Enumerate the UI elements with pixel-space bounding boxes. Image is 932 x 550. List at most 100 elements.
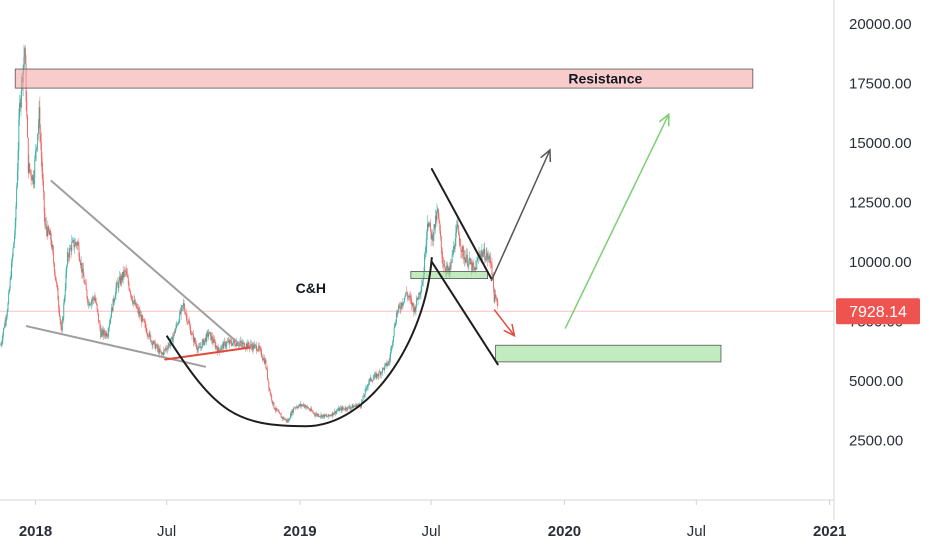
candle-body: [20, 95, 22, 108]
candle-body: [427, 223, 428, 232]
candle-body: [58, 308, 60, 316]
candle-body: [185, 313, 186, 314]
trend-line[interactable]: [430, 168, 493, 280]
candle-body: [266, 369, 268, 379]
candle-body: [107, 333, 109, 337]
arrow-head: [658, 112, 670, 127]
price-tick-label: 10000.00: [849, 254, 912, 271]
candle-body: [166, 348, 168, 350]
candle-body: [14, 220, 16, 236]
candle-body: [141, 315, 143, 322]
candle-body: [63, 302, 65, 318]
candle-body: [408, 296, 410, 298]
candle-body: [137, 308, 139, 309]
price-axis[interactable]: 2500.005000.007500.0010000.0012500.00150…: [849, 16, 912, 450]
candle-body: [487, 258, 489, 260]
candle-body: [474, 267, 476, 271]
candle-body: [231, 343, 233, 346]
candle-body: [82, 268, 84, 273]
time-axis[interactable]: 2018 Jul 2019 Jul 2020 Jul 2021: [19, 500, 847, 540]
candle-body: [404, 295, 406, 298]
candle-body: [51, 245, 53, 248]
candle-body: [264, 360, 266, 364]
candle-body: [463, 251, 465, 260]
candle-body: [495, 294, 497, 298]
candle-body: [82, 268, 84, 277]
candle-body: [491, 264, 493, 276]
drawings-layer[interactable]: Resistance C&H: [14, 68, 754, 428]
candle-body: [442, 264, 444, 267]
candle-body: [208, 333, 210, 337]
candle-body: [386, 362, 388, 366]
candle-body: [332, 412, 334, 415]
candle-body: [402, 303, 404, 306]
candle-body: [72, 240, 74, 241]
candle-body: [354, 406, 356, 407]
candle-body: [254, 344, 256, 346]
candle-body: [199, 346, 201, 348]
candle-body: [389, 358, 391, 362]
candle-body: [245, 343, 247, 348]
candle-body: [304, 405, 306, 408]
support-zone[interactable]: [410, 271, 489, 279]
support-zone[interactable]: [495, 344, 722, 363]
candle-body: [324, 414, 326, 416]
candle-body: [101, 329, 103, 332]
projection-arrow[interactable]: [493, 309, 516, 337]
candle-body: [19, 102, 21, 108]
candle-body: [224, 341, 226, 343]
candle-body: [12, 248, 14, 257]
trend-line[interactable]: [430, 260, 499, 366]
time-tick-label: 2019: [283, 523, 316, 540]
candle-body: [109, 319, 111, 325]
candle-body: [104, 333, 106, 336]
last-price-tag-background: [836, 298, 920, 325]
candle-body: [312, 411, 314, 413]
candle-body: [150, 335, 152, 342]
candle-body: [390, 351, 392, 359]
candle-body: [52, 245, 54, 253]
candle-body: [396, 313, 398, 315]
candle-body: [407, 295, 409, 297]
candle-body: [14, 235, 15, 243]
candle-body: [40, 142, 42, 157]
candle-body: [178, 322, 180, 323]
candle-body: [277, 410, 278, 411]
candle-body: [201, 342, 203, 349]
candle-body: [406, 292, 408, 297]
resistance-zone[interactable]: [14, 68, 754, 89]
candle-body: [293, 408, 294, 413]
candle-body: [17, 150, 19, 171]
time-tick-label: 2021: [813, 523, 846, 540]
candle-body: [418, 292, 420, 300]
candle-body: [32, 175, 34, 185]
candle-body: [13, 242, 15, 249]
candle-body: [128, 283, 130, 290]
candle-body: [64, 297, 65, 303]
cup-curve[interactable]: [165, 257, 433, 428]
candle-body: [467, 265, 469, 266]
candle-body: [155, 346, 157, 349]
trend-line[interactable]: [164, 346, 251, 361]
candle-body: [219, 349, 220, 352]
candle-body: [319, 416, 320, 418]
candle-body: [393, 326, 395, 337]
candle-body: [210, 332, 212, 341]
trend-line[interactable]: [50, 179, 245, 349]
candle-body: [56, 281, 57, 284]
projection-arrow[interactable]: [564, 113, 670, 329]
candle-body: [169, 342, 171, 346]
candle-body: [71, 242, 73, 252]
candle-body: [438, 217, 440, 223]
candle-body: [397, 309, 399, 315]
candle-body: [374, 374, 376, 378]
candle-body: [413, 306, 415, 312]
candle-body: [119, 277, 121, 284]
candle-body: [165, 348, 167, 350]
trend-line[interactable]: [25, 325, 207, 368]
candle-body: [45, 224, 47, 226]
candle-body: [214, 339, 215, 342]
projection-arrow[interactable]: [490, 149, 551, 282]
candle-body: [41, 156, 43, 172]
